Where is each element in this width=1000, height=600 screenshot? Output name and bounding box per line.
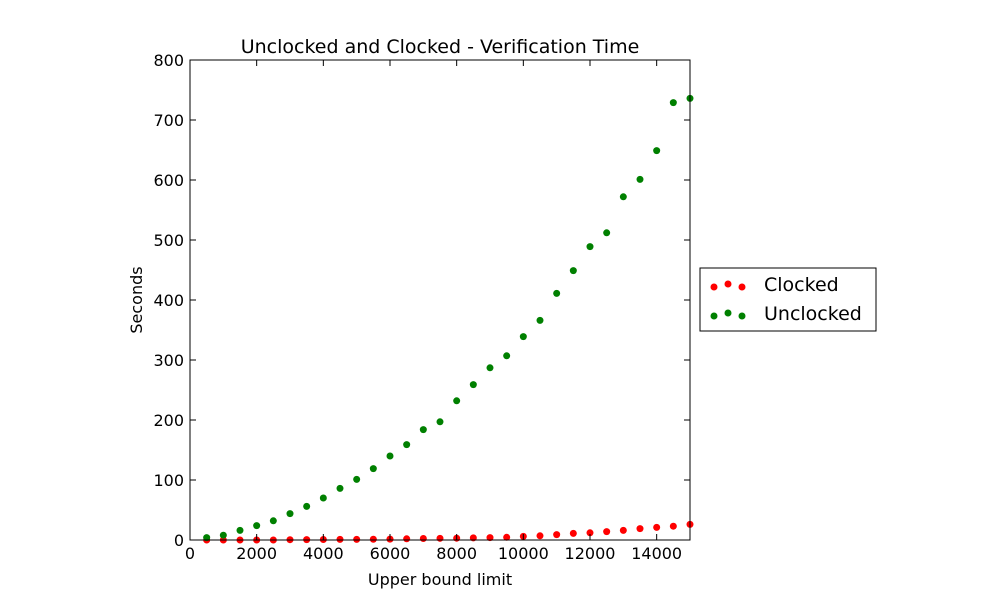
clocked-point — [636, 525, 644, 533]
clocked-point — [553, 531, 561, 539]
legend-label-clocked: Clocked — [764, 274, 839, 296]
clocked-point — [569, 529, 577, 537]
clocked-point — [603, 528, 611, 536]
y-tick-label: 200 — [153, 411, 184, 430]
unclocked-point — [403, 441, 411, 449]
unclocked-point — [636, 175, 644, 183]
unclocked-point — [419, 426, 427, 434]
clocked-point — [586, 529, 594, 537]
unclocked-point — [436, 418, 444, 426]
y-tick-label: 400 — [153, 291, 184, 310]
clocked-point — [503, 533, 511, 541]
unclocked-point — [469, 381, 477, 389]
clocked-point — [369, 535, 377, 543]
legend-marker-clocked — [724, 280, 732, 288]
legend-frame — [699, 267, 877, 332]
legend-marker-clocked — [710, 283, 718, 291]
legend-marker-unclocked — [738, 312, 746, 320]
unclocked-point — [236, 526, 244, 534]
unclocked-point — [253, 522, 261, 530]
unclocked-point — [203, 534, 211, 542]
unclocked-point — [219, 531, 227, 539]
y-tick-label: 0 — [174, 531, 184, 550]
clocked-point — [486, 534, 494, 542]
unclocked-point — [386, 452, 394, 460]
unclocked-point — [653, 147, 661, 155]
legend-marker-unclocked — [710, 312, 718, 320]
unclocked-point — [569, 267, 577, 275]
clocked-point — [353, 535, 361, 543]
legend-label-unclocked: Unclocked — [764, 303, 862, 325]
unclocked-point — [353, 475, 361, 483]
y-tick-label: 100 — [153, 471, 184, 490]
chart-title: Unclocked and Clocked - Verification Tim… — [241, 36, 640, 58]
x-tick-label: 6000 — [370, 544, 411, 563]
clocked-point — [419, 535, 427, 542]
plot-area — [203, 94, 694, 544]
unclocked-point — [453, 397, 461, 405]
legend: Clocked Unclocked — [699, 267, 877, 332]
unclocked-point — [369, 465, 377, 473]
unclocked-point — [619, 193, 627, 201]
y-tick-label: 800 — [153, 51, 184, 70]
unclocked-point — [586, 243, 594, 251]
x-tick-label: 4000 — [303, 544, 344, 563]
clocked-point — [436, 534, 444, 542]
clocked-point — [403, 535, 411, 543]
unclocked-point — [486, 364, 494, 372]
unclocked-point — [303, 502, 311, 510]
x-tick-label: 2000 — [236, 544, 277, 563]
unclocked-point — [336, 484, 344, 492]
y-tick-label: 700 — [153, 111, 184, 130]
legend-markers — [710, 280, 746, 320]
x-tick-label: 12000 — [565, 544, 616, 563]
clocked-point — [669, 522, 677, 530]
unclocked-point — [319, 494, 327, 502]
legend-marker-unclocked — [724, 309, 732, 317]
y-tick-label: 600 — [153, 171, 184, 190]
unclocked-point — [553, 289, 561, 297]
unclocked-point — [669, 99, 677, 107]
y-tick-label: 500 — [153, 231, 184, 250]
unclocked-point — [536, 316, 544, 324]
clocked-point — [336, 535, 344, 543]
x-tick-label: 0 — [185, 544, 195, 563]
x-axis-label: Upper bound limit — [368, 570, 512, 589]
y-tick-label: 300 — [153, 351, 184, 370]
x-tick-label: 8000 — [436, 544, 477, 563]
clocked-point — [619, 526, 627, 534]
unclocked-point — [603, 229, 611, 237]
clocked-point — [536, 532, 544, 540]
clocked-point — [653, 523, 661, 531]
x-tick-label: 10000 — [498, 544, 549, 563]
y-axis-label: Seconds — [127, 266, 146, 333]
unclocked-point — [269, 517, 277, 525]
x-tick-label: 14000 — [631, 544, 682, 563]
unclocked-point — [519, 333, 527, 341]
unclocked-point — [286, 510, 294, 518]
unclocked-point — [503, 352, 511, 360]
legend-marker-clocked — [738, 283, 746, 291]
